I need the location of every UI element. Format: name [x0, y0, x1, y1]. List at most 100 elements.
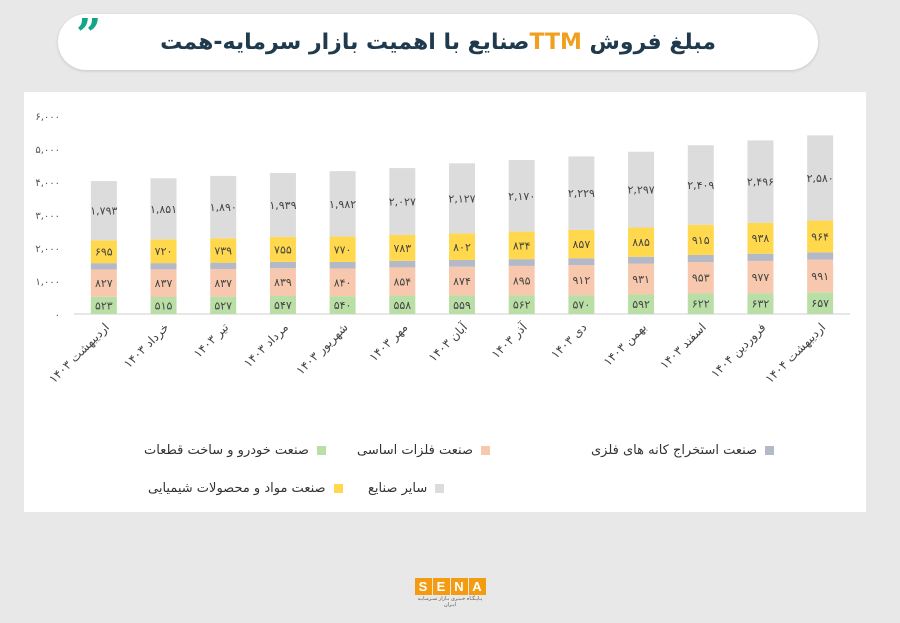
data-label: ۲,۵۸۰	[807, 172, 834, 185]
logo-letter-n: N	[450, 578, 468, 595]
data-label: ۵۱۵	[155, 300, 173, 313]
bar-segment	[807, 220, 834, 253]
bar-segment	[568, 258, 595, 266]
bar-segment	[449, 260, 475, 267]
bar-segment	[269, 261, 296, 269]
data-label: ۸۰۲	[453, 241, 471, 254]
bar-segment	[389, 295, 416, 314]
data-label: ۲,۰۲۷	[389, 196, 416, 209]
data-label: ۱,۸۹۰	[210, 201, 237, 214]
data-label: ۱,۹۳۹	[269, 199, 296, 212]
data-label: ۸۸۵	[632, 236, 650, 249]
logo-letter-s: S	[414, 578, 432, 595]
data-label: ۷۳۹	[214, 244, 232, 257]
quote-right: ”	[76, 10, 102, 61]
bar-segment	[568, 156, 595, 230]
data-label: ۹۳۸	[752, 232, 770, 245]
logo-letter-e: E	[432, 578, 450, 595]
logo-subtitle: پـایـگـاه خـبـری بـازار سـرمـایـه ایـران	[417, 596, 483, 608]
data-label: ۸۳۴	[513, 239, 531, 252]
bar-segment	[747, 293, 774, 314]
chart-card: ۰ ۱,۰۰۰ ۲,۰۰۰ ۳,۰۰۰ ۴,۰۰۰ ۵,۰۰۰ ۶,۰۰۰ ۵۲۳ ۸۲۷ ۶۹۵…	[24, 92, 866, 512]
bar-segment	[747, 140, 774, 223]
bar-segment	[210, 296, 237, 314]
legend-swatch-metals	[481, 446, 490, 455]
bar-segment	[747, 253, 774, 261]
bar-segment	[449, 233, 475, 261]
data-label: ۷۸۳	[393, 242, 411, 255]
bar-segment	[389, 267, 416, 296]
legend-label-metals: صنعت فلزات اساسی	[357, 443, 473, 458]
data-label: ۸۳۷	[155, 277, 173, 290]
data-label: ۲,۱۲۷	[448, 192, 475, 205]
bar-segment	[628, 256, 655, 264]
x-tick-label: مهر ۱۴۰۳	[366, 320, 411, 365]
data-label: ۸۹۵	[513, 275, 531, 288]
bar-segment	[687, 293, 714, 314]
x-tick-label: آذر ۱۴۰۳	[488, 319, 531, 362]
data-label: ۸۴۰	[334, 276, 352, 289]
data-label: ۱,۸۵۱	[150, 203, 177, 216]
logo-letters: S E N A	[413, 578, 487, 595]
bar-segment	[389, 168, 416, 235]
x-tick-label: اردیبهشت ۱۴۰۴	[762, 320, 829, 387]
title-part1: مبلغ فروش	[589, 29, 716, 55]
legend-item-metals: صنعت فلزات اساسی	[357, 443, 490, 458]
bar-segment	[90, 181, 117, 241]
bar-segment	[568, 229, 595, 259]
bar-segment	[508, 265, 535, 296]
data-label: ۲,۴۰۹	[687, 179, 714, 192]
bar-segment	[807, 135, 834, 221]
bar-segment	[269, 172, 296, 237]
bar-segment	[150, 178, 177, 240]
y-tick-label: ۴,۰۰۰	[35, 178, 60, 189]
data-label: ۶۳۲	[752, 298, 770, 311]
legend-swatch-chemicals	[333, 484, 343, 493]
y-tick-label: ۶,۰۰۰	[35, 112, 60, 123]
data-label: ۹۱۵	[692, 234, 710, 247]
bar-segment	[210, 262, 237, 269]
data-label: ۲,۲۲۹	[568, 187, 595, 200]
bar-segment	[628, 227, 655, 257]
title-part2: صنایع با اهمیت بازار سرمایه-همت	[160, 29, 530, 55]
title-highlight: TTM	[529, 29, 582, 55]
data-label: ۲,۴۹۶	[747, 176, 774, 189]
bar-segment	[807, 259, 834, 293]
data-label: ۹۳۱	[632, 273, 650, 286]
x-tick-label: خرداد ۱۴۰۳	[121, 320, 172, 371]
bar-segment	[449, 163, 475, 234]
bar-segment	[329, 296, 356, 314]
bar-segment	[687, 254, 714, 263]
data-label: ۷۵۵	[274, 243, 292, 256]
data-label: ۲,۱۷۰	[508, 190, 535, 203]
page-title: مبلغ فروش TTMصنایع با اهمیت بازار سرمایه…	[160, 30, 716, 55]
y-tick-label: ۱,۰۰۰	[35, 277, 60, 288]
bar-segment	[269, 295, 296, 314]
bar-segment	[687, 262, 714, 294]
y-tick-label: ۵,۰۰۰	[35, 145, 60, 156]
data-label: ۵۴۷	[274, 299, 292, 312]
legend-swatch-mining	[765, 446, 775, 455]
bar-segment	[269, 268, 296, 296]
bar-segment	[687, 145, 714, 225]
bar-segment	[90, 240, 117, 264]
legend-item-auto: صنعت خودرو و ساخت قطعات	[144, 443, 326, 458]
data-label: ۱,۷۹۳	[90, 205, 117, 218]
bar-segment	[389, 234, 416, 261]
bar-segment	[329, 171, 356, 237]
x-tick-label: مرداد ۱۴۰۳	[241, 320, 292, 371]
bar-segment	[628, 294, 655, 314]
data-label: ۵۴۰	[334, 299, 352, 312]
bar-segment	[807, 252, 834, 260]
x-tick-label: اردیبهشت ۱۴۰۳	[46, 320, 113, 387]
data-label: ۵۵۹	[453, 299, 471, 312]
legend-label-auto: صنعت خودرو و ساخت قطعات	[144, 443, 309, 458]
data-label: ۲,۲۹۷	[628, 184, 655, 197]
data-label: ۱,۹۸۲	[329, 198, 356, 211]
data-label: ۶۹۵	[95, 246, 113, 259]
x-tick-label: دی ۱۴۰۳	[548, 320, 589, 361]
legend-item-mining: صنعت استخراج کانه های فلزی	[591, 443, 775, 458]
bar-segment	[210, 268, 237, 297]
legend-swatch-other	[435, 484, 445, 493]
data-label: ۹۷۷	[752, 271, 770, 284]
